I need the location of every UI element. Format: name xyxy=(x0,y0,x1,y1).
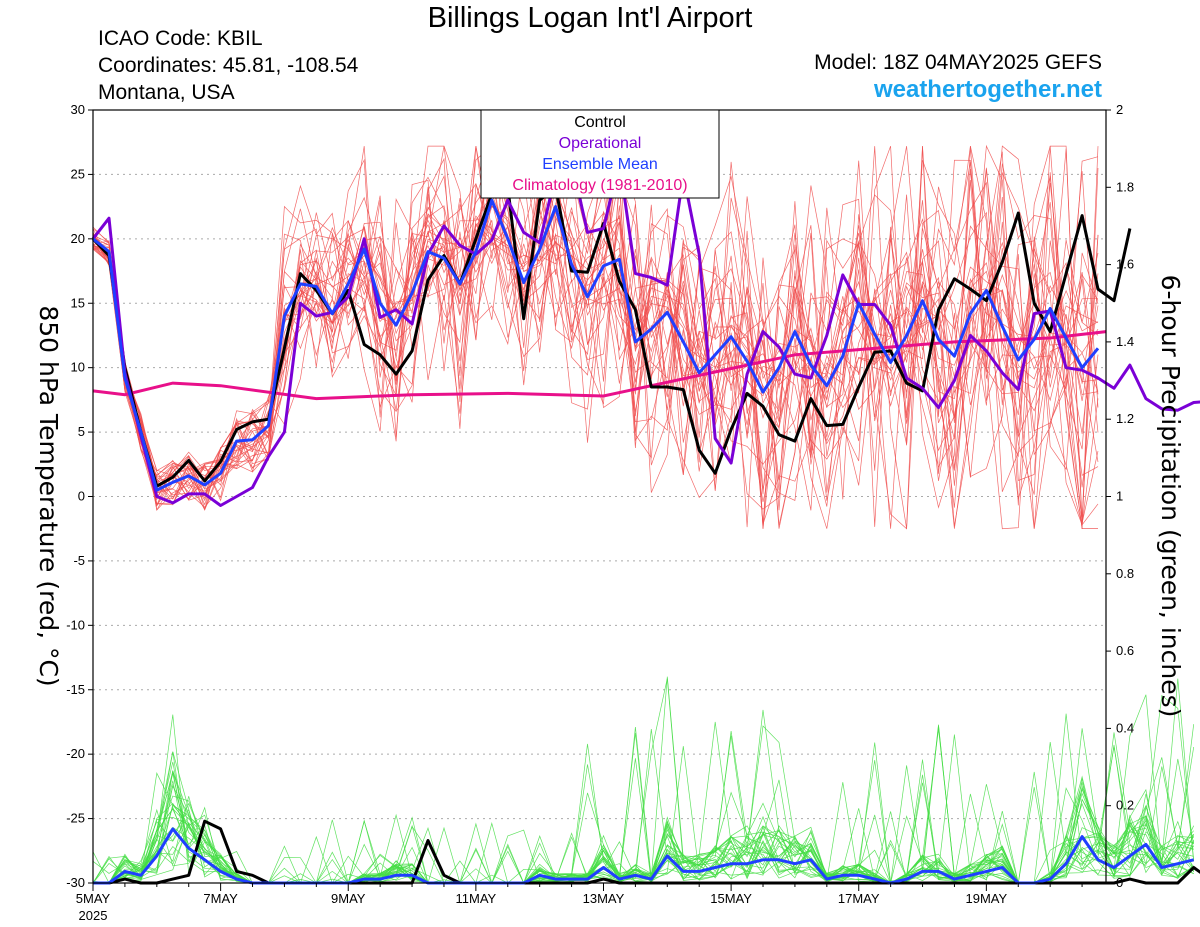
left-tick-label: 10 xyxy=(71,360,85,375)
x-tick-label: 17MAY xyxy=(838,891,880,906)
x-tick-label: 5MAY xyxy=(76,891,111,906)
right-tick-label: 0.6 xyxy=(1116,643,1134,658)
right-axis-ticks: 2 1.8 1.6 1.4 1.2 1 0.8 0.6 0.4 0.2 0 xyxy=(1106,102,1134,890)
temperature-member-line xyxy=(92,149,1099,504)
temperature-member-line xyxy=(92,145,1099,491)
legend-climatology: Climatology (1981-2010) xyxy=(512,177,687,194)
temperature-member-line xyxy=(92,167,1099,511)
left-tick-label: 20 xyxy=(71,231,85,246)
right-tick-label: 1.6 xyxy=(1116,257,1134,272)
control-temp-line xyxy=(91,185,1132,488)
precipitation-member-line xyxy=(93,694,1194,884)
right-tick-label: 1 xyxy=(1116,489,1123,504)
left-tick-label: -5 xyxy=(73,553,85,568)
temperature-member-line xyxy=(92,145,1099,529)
temperature-member-line xyxy=(92,173,1099,495)
precipitation-member-line xyxy=(93,784,1195,884)
left-tick-label: 0 xyxy=(78,489,85,504)
x-tick-year: 2025 xyxy=(79,908,108,923)
left-axis-ticks: 30 25 20 15 10 5 0 -5 -10 -15 -20 -25 -30 xyxy=(66,102,93,890)
right-tick-label: 0.4 xyxy=(1116,720,1134,735)
left-tick-label: 5 xyxy=(78,424,85,439)
right-tick-label: 1.2 xyxy=(1116,411,1134,426)
x-tick-label: 19MAY xyxy=(966,891,1008,906)
right-tick-label: 1.4 xyxy=(1116,334,1134,349)
precipitation-member-line xyxy=(93,746,1194,884)
precipitation-member-line xyxy=(93,678,1195,884)
climatology-line xyxy=(92,330,1107,401)
right-axis-label: 6-hour Precipitation (green, inches) xyxy=(1156,275,1185,718)
operational-temp-line xyxy=(91,160,1200,507)
legend-box xyxy=(480,109,720,199)
left-tick-label: -10 xyxy=(66,617,85,632)
left-tick-label: -15 xyxy=(66,682,85,697)
right-tick-label: 0.8 xyxy=(1116,566,1134,581)
left-tick-label: 15 xyxy=(71,295,85,310)
right-tick-label: 0.2 xyxy=(1116,798,1134,813)
x-tick-label: 15MAY xyxy=(710,891,752,906)
legend-control: Control xyxy=(574,114,626,131)
ensemble-mean-temp-line xyxy=(92,198,1100,492)
grid-lines xyxy=(93,173,1106,820)
x-tick-label: 9MAY xyxy=(331,891,366,906)
temperature-member-line xyxy=(92,144,1099,529)
precipitation-member-line xyxy=(92,709,1195,884)
left-axis-label: 850 hPa Temperature (red, °C) xyxy=(34,305,63,686)
icao-code: ICAO Code: KBIL xyxy=(98,27,263,50)
region: Montana, USA xyxy=(98,81,235,104)
precipitation-member-line xyxy=(93,751,1194,884)
precipitation-member-line xyxy=(93,773,1194,884)
precipitation-member-line xyxy=(93,713,1194,885)
temperature-member-line xyxy=(92,145,1098,530)
left-tick-label: -25 xyxy=(66,811,85,826)
precipitation-member-line xyxy=(93,774,1194,884)
precipitation-members xyxy=(92,676,1195,885)
right-tick-label: 1.8 xyxy=(1116,179,1134,194)
right-tick-label: 2 xyxy=(1116,102,1123,117)
left-tick-label: -20 xyxy=(66,746,85,761)
precipitation-member-line xyxy=(93,779,1194,884)
brand-link[interactable]: weathertogether.net xyxy=(873,76,1102,103)
x-axis-ticks: 5MAY 2025 7MAY 9MAY 11MAY 13MAY 15MAY 17MAY 19MA… xyxy=(76,883,1083,923)
temperature-members xyxy=(92,144,1099,530)
legend-ensemble-mean: Ensemble Mean xyxy=(542,156,658,173)
chart-title: Billings Logan Int'l Airport xyxy=(427,2,753,34)
chart-legend: Control Operational Ensemble Mean Climat… xyxy=(480,109,720,199)
precipitation-member-line xyxy=(93,694,1195,884)
left-tick-label: -30 xyxy=(66,875,85,890)
legend-operational: Operational xyxy=(559,135,642,152)
precipitation-member-line xyxy=(93,676,1194,885)
left-tick-label: 30 xyxy=(71,102,85,117)
precipitation-member-line xyxy=(92,678,1195,884)
right-tick-label: 0 xyxy=(1116,875,1123,890)
precipitation-member-line xyxy=(93,770,1194,884)
x-tick-label: 11MAY xyxy=(456,891,497,906)
x-tick-label: 7MAY xyxy=(203,891,238,906)
model-run: Model: 18Z 04MAY2025 GEFS xyxy=(814,51,1102,74)
precipitation-member-line xyxy=(93,780,1194,884)
precipitation-member-line xyxy=(93,744,1195,884)
left-tick-label: 25 xyxy=(71,166,85,181)
x-tick-label: 13MAY xyxy=(583,891,625,906)
temperature-member-line xyxy=(92,162,1099,511)
coordinates: Coordinates: 45.81, -108.54 xyxy=(98,54,359,77)
temperature-member-line xyxy=(92,146,1099,529)
